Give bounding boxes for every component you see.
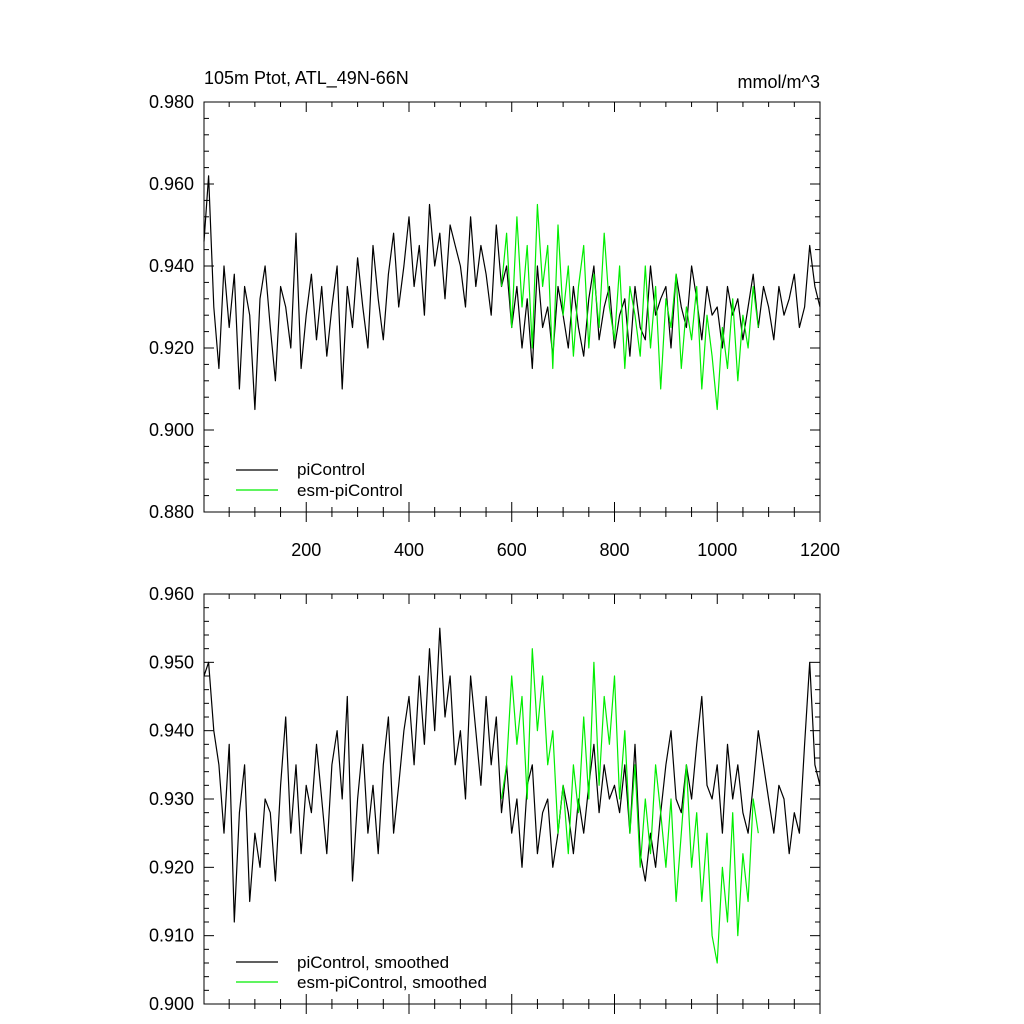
legend-label-picontrol-smoothed: piControl, smoothed: [297, 953, 449, 972]
top-xtick-label-0: 200: [291, 540, 321, 560]
legend-label-esm-picontrol-smoothed: esm-piControl, smoothed: [297, 973, 487, 992]
top-xtick-label-3: 800: [599, 540, 629, 560]
top-ytick-label-1: 0.900: [149, 420, 194, 440]
bottom-ytick-label-1: 0.910: [149, 926, 194, 946]
bottom-series-group: [203, 627, 821, 964]
bottom-series-line-2: [500, 648, 759, 964]
bottom-panel: 0.900 0.910 0.920 0.930 0.940 0.950 0.960 piCo…: [149, 584, 821, 1014]
top-series-group: [203, 175, 821, 411]
top-ytick-label-5: 0.980: [149, 92, 194, 112]
top-tick-labels-group: 0.880 0.900 0.920 0.940 0.960 0.980 200 400 600 8…: [149, 92, 840, 560]
bottom-ytick-label-3: 0.930: [149, 789, 194, 809]
top-xtick-label-2: 600: [497, 540, 527, 560]
top-panel: 105m Ptot, ATL_49N-66N mmol/m^3 0.880 0.9…: [149, 68, 840, 560]
legend-label-esm-picontrol: esm-piControl: [297, 481, 403, 500]
figure-title: 105m Ptot, ATL_49N-66N: [204, 68, 409, 89]
top-ytick-label-3: 0.940: [149, 256, 194, 276]
bottom-tick-labels-group: 0.900 0.910 0.920 0.930 0.940 0.950 0.960: [149, 584, 194, 1014]
top-ticks-group: [204, 101, 821, 522]
top-ytick-label-2: 0.920: [149, 338, 194, 358]
bottom-series-line-1: [203, 627, 821, 923]
top-series-line-1: [203, 175, 821, 411]
bottom-ytick-label-4: 0.940: [149, 721, 194, 741]
units-label: mmol/m^3: [738, 72, 820, 92]
top-legend: piControl esm-piControl: [236, 460, 403, 500]
bottom-ytick-label-2: 0.920: [149, 857, 194, 877]
legend-label-picontrol: piControl: [297, 460, 365, 479]
top-xtick-label-1: 400: [394, 540, 424, 560]
bottom-legend: piControl, smoothed esm-piControl, smoot…: [236, 953, 487, 992]
bottom-ytick-label-5: 0.950: [149, 652, 194, 672]
bottom-ytick-label-6: 0.960: [149, 584, 194, 604]
bottom-ytick-label-0: 0.900: [149, 994, 194, 1014]
bottom-ticks-group: [204, 593, 821, 1014]
bottom-plot-frame: [203, 593, 821, 1005]
top-xtick-label-4: 1000: [697, 540, 737, 560]
top-xtick-label-5: 1200: [800, 540, 840, 560]
top-ytick-label-4: 0.960: [149, 174, 194, 194]
top-plot-frame: [203, 101, 821, 513]
top-series-line-2: [500, 203, 759, 411]
top-ytick-label-0: 0.880: [149, 502, 194, 522]
